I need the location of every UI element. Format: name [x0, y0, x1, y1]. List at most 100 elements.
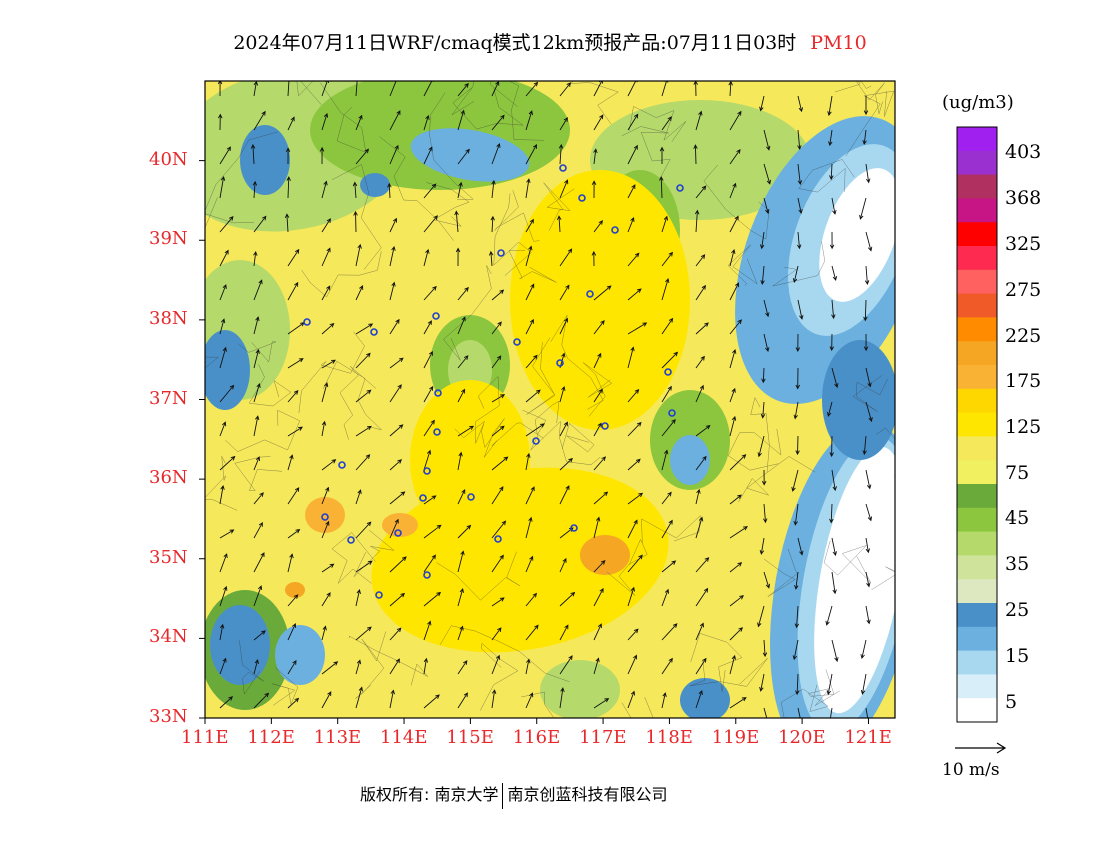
wind-arrow [355, 243, 362, 267]
wind-arrow [219, 284, 227, 301]
wind-arrow [457, 82, 469, 97]
legend-label: 175 [1005, 370, 1042, 392]
wind-arrow [389, 518, 399, 539]
wind-arrow [627, 492, 644, 505]
wind-arrow [253, 316, 260, 335]
wind-arrow [693, 144, 698, 165]
boundary-line [298, 331, 365, 414]
wind-arrow [695, 516, 704, 539]
wind-arrow [695, 185, 707, 199]
lon-label: 115E [446, 727, 494, 748]
boundary-line [493, 193, 532, 276]
wind-arrow [287, 454, 294, 471]
wind-arrow [825, 605, 833, 626]
wind-arrow [491, 486, 504, 505]
wind-arrow [457, 488, 466, 505]
boundary-line [331, 532, 376, 584]
city-marker [559, 164, 567, 172]
boundary-line [234, 456, 283, 491]
wind-arrow [389, 318, 400, 335]
wind-arrow [219, 318, 226, 335]
wind-arrow [797, 537, 804, 556]
city-marker [394, 529, 402, 537]
wind-arrow [457, 148, 470, 165]
wind-arrow [219, 455, 236, 471]
wind-arrow [457, 625, 464, 641]
low-zone-n4 [360, 173, 390, 197]
city-marker [532, 437, 540, 445]
wind-arrow [389, 357, 404, 369]
wind-arrow [627, 113, 639, 131]
city-marker [664, 368, 672, 376]
boundary-line [489, 81, 545, 141]
chart-title: 2024年07月11日WRF/cmaq模式12km预报产品:07月11日03时 P… [0, 28, 1100, 55]
legend-swatch [957, 317, 997, 342]
wind-arrow [423, 81, 434, 97]
wind-arrow [321, 359, 336, 369]
wind-arrow [355, 454, 371, 471]
legend-swatch [957, 531, 997, 556]
wind-arrow [423, 449, 432, 471]
wind-arrow [423, 657, 429, 675]
wind-arrow [525, 555, 534, 573]
wind-arrow [794, 605, 800, 629]
wind-arrow [457, 355, 469, 369]
wind-arrow [627, 586, 635, 607]
lon-label: 119E [711, 727, 760, 748]
wind-arrow [423, 554, 436, 573]
wind-arrow [491, 179, 496, 199]
wind-arrow [593, 320, 605, 335]
legend-label: 75 [1005, 462, 1030, 484]
sea-east-fringe [822, 340, 895, 460]
wind-arrow [862, 435, 867, 456]
wind-arrow [389, 384, 402, 403]
city-marker [347, 536, 355, 544]
wind-arrow [591, 180, 597, 199]
wind-arrow [627, 519, 638, 539]
wind-arrow [559, 317, 568, 335]
wind-arrow [355, 489, 362, 505]
wind-arrow [287, 358, 304, 369]
boundary-line [621, 126, 671, 180]
wind-arrow [661, 251, 673, 267]
wind-arrow [457, 181, 463, 199]
wind-arrow [355, 81, 358, 97]
wind-arrow [389, 491, 406, 505]
wind-arrow [389, 658, 400, 675]
wind-arrow [763, 129, 771, 151]
wind-arrow [219, 696, 234, 709]
wind-arrow [865, 163, 871, 184]
wind-arrow [287, 623, 297, 641]
wind-arrow [761, 469, 767, 486]
city-marker [586, 290, 594, 298]
wind-arrow [389, 217, 397, 233]
wind-arrow [729, 348, 737, 369]
city-marker [321, 513, 329, 521]
wind-arrow [253, 81, 259, 97]
legend-swatch [957, 603, 997, 628]
wind-arrow [829, 163, 834, 181]
wind-arrow [491, 554, 504, 573]
wind-arrow [285, 147, 291, 165]
wind-arrow [491, 425, 505, 437]
wind-arrow [423, 146, 433, 165]
footer-separator [502, 782, 504, 809]
wind-arrow [593, 456, 606, 471]
lat-label: 38N [149, 307, 188, 329]
boundary-line [606, 538, 648, 596]
wind-arrow [627, 388, 640, 403]
wind-arrow [355, 148, 370, 165]
wind-arrow [593, 148, 598, 165]
wind-arrow [423, 419, 435, 437]
wind-arrow [862, 129, 867, 145]
legend-swatch [957, 293, 997, 318]
wind-arrow [219, 249, 229, 267]
wind-arrow [287, 390, 299, 403]
wind-arrow [355, 521, 372, 539]
wind-arrow [253, 492, 264, 505]
low-zone-n2 [410, 128, 530, 182]
legend-swatch [957, 436, 997, 461]
legend-swatch [957, 174, 997, 199]
wind-arrow [763, 571, 771, 589]
wind-arrow [829, 231, 835, 250]
